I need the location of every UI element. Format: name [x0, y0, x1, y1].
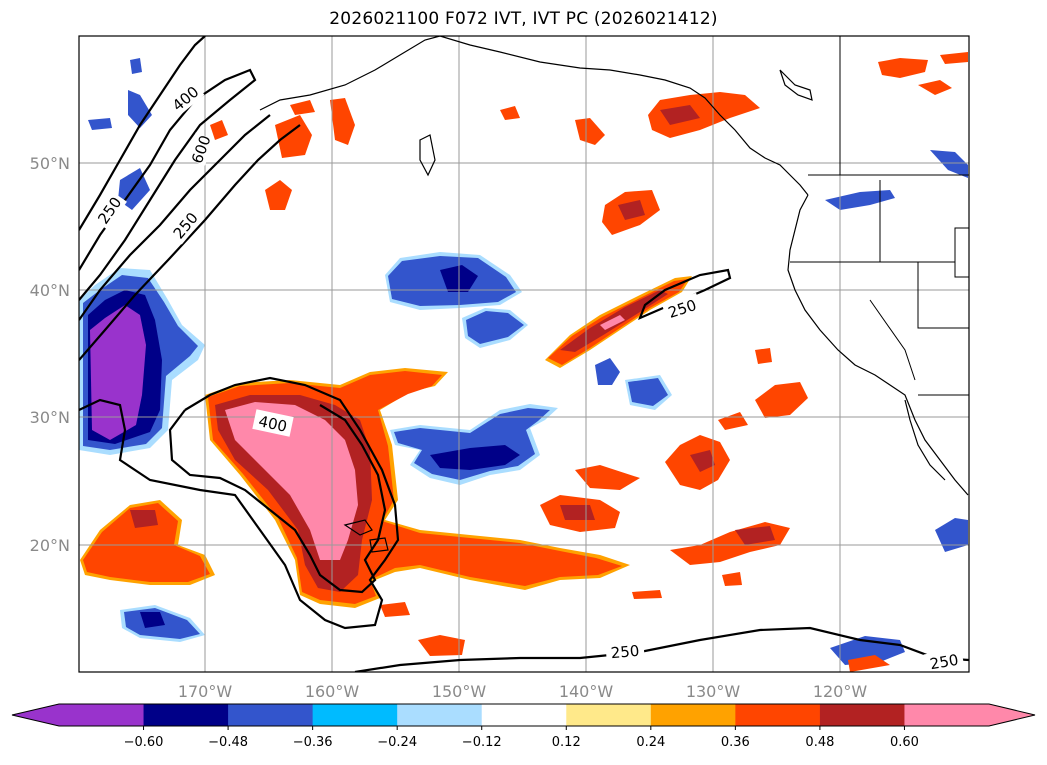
lon-label-120w: 120°W [813, 682, 868, 701]
graticule [79, 36, 969, 672]
contour-label-400-central: 400 [257, 412, 289, 436]
colorbar-cell [819, 704, 905, 726]
map-title: 2026021100 F072 IVT, IVT PC (2026021412) [329, 9, 718, 29]
lon-label-140w: 140°W [559, 682, 614, 701]
political-borders [790, 36, 969, 396]
colorbar-tick-label: −0.48 [208, 735, 248, 750]
colorbar-cell [312, 704, 398, 726]
colorbar-cell [566, 704, 652, 726]
colorbar-cell [650, 704, 736, 726]
latitude-labels: 50°N 40°N 30°N 20°N [30, 154, 70, 555]
colorbar-tick-label: 0.12 [552, 735, 581, 750]
negative-anomaly-regions [79, 58, 968, 665]
lon-label-170w: 170°W [178, 682, 233, 701]
colorbar-cell [397, 704, 483, 726]
lat-label-20n: 20°N [30, 536, 70, 555]
lon-label-130w: 130°W [686, 682, 741, 701]
colorbar-cell [481, 704, 567, 726]
colorbar: −0.60 −0.48 −0.36 −0.24 −0.12 0.12 0.24 0.36 0.4… [11, 703, 1036, 750]
contour-label-250-southeast: 250 [929, 651, 960, 674]
colorbar-ticks: −0.60 −0.48 −0.36 −0.24 −0.12 0.12 0.24 0.36 0.4… [124, 726, 919, 750]
colorbar-cell [904, 704, 990, 726]
lon-label-150w: 150°W [432, 682, 487, 701]
positive-anomaly-regions [80, 52, 968, 672]
lat-label-50n: 50°N [30, 154, 70, 173]
colorbar-tick-label: 0.48 [805, 735, 834, 750]
colorbar-cell [735, 704, 821, 726]
colorbar-extend-high [989, 704, 1035, 726]
longitude-labels: 170°W 160°W 150°W 140°W 130°W 120°W [178, 682, 868, 701]
colorbar-tick-label: −0.24 [377, 735, 417, 750]
contour-label-250-south: 250 [610, 642, 640, 662]
colorbar-tick-label: −0.12 [462, 735, 502, 750]
colorbar-cell [59, 704, 145, 726]
contour-label-250-east: 250 [666, 296, 699, 322]
colorbar-cells [59, 704, 990, 726]
colorbar-tick-label: −0.36 [293, 735, 333, 750]
colorbar-tick-label: 0.24 [636, 735, 665, 750]
colorbar-outline [11, 703, 1036, 727]
coastline [259, 36, 969, 553]
lat-label-30n: 30°N [30, 408, 70, 427]
colorbar-tick-label: 0.36 [721, 735, 750, 750]
contour-label-group: 400 600 250 250 250 400 250 250 [91, 79, 965, 674]
lon-label-160w: 160°W [305, 682, 360, 701]
colorbar-extend-low [12, 704, 59, 726]
colorbar-cell [143, 704, 229, 726]
colorbar-tick-label: 0.60 [890, 735, 919, 750]
map-frame [78, 35, 970, 673]
colorbar-tick-label: −0.60 [124, 735, 164, 750]
map-field: 400 600 250 250 250 400 250 250 [79, 36, 969, 674]
lat-label-40n: 40°N [30, 281, 70, 300]
colorbar-cell [228, 704, 314, 726]
